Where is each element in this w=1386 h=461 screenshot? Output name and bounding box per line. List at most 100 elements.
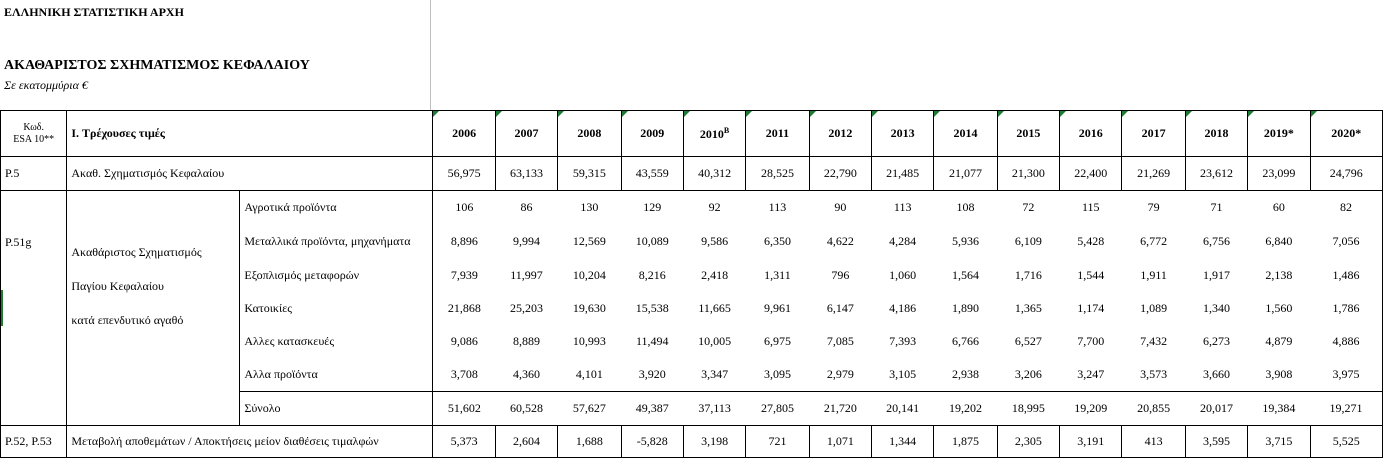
value-cell: 7,393 xyxy=(889,334,917,348)
value-cell: 21,269 xyxy=(1121,156,1186,191)
value-cell: 5,936 xyxy=(952,234,980,248)
value-cell: 6,840 xyxy=(1265,234,1293,248)
value-cell: 4,886 xyxy=(1310,324,1384,359)
value-cell: 5,525 xyxy=(1310,425,1384,458)
value-cell: 19,630 xyxy=(572,300,606,315)
table-row-p52: P.52, P.53 Μεταβολή αποθεμάτων / Αποκτήσ… xyxy=(0,425,1384,458)
value-cell: 1,544 xyxy=(1077,267,1105,282)
row-code: P.51g xyxy=(0,190,68,426)
value-cell: 796 xyxy=(831,267,850,282)
value-cell: 1,174 xyxy=(1077,300,1105,315)
value-cell: 56,975 xyxy=(432,156,496,191)
value-cell: 22,790 xyxy=(809,156,873,191)
report-header: ΕΛΛΗΝΙΚΗ ΣΤΑΤΙΣΤΙΚΗ ΑΡΧΗ ΑΚΑΘΑΡΙΣΤΟΣ ΣΧΗ… xyxy=(0,0,431,110)
row-label: Μεταβολή αποθεμάτων / Αποκτήσεις μείον δ… xyxy=(66,425,434,458)
value-cell: 3,708 xyxy=(432,358,496,392)
value-cell: 6,975 xyxy=(763,334,791,348)
value-cell: 21,077 xyxy=(933,156,998,191)
value-cell: 49,387 xyxy=(621,391,684,426)
value-cell: 6,756 xyxy=(1202,234,1230,248)
value-cell: 3,715 xyxy=(1247,425,1311,458)
value-cell: 21,300 xyxy=(997,156,1061,191)
value-cell: 1,560 xyxy=(1265,300,1293,315)
value-cell: 25,203 xyxy=(510,300,544,315)
value-cell: 113 xyxy=(768,200,787,215)
value-cell: 82 xyxy=(1310,190,1384,225)
value-cell: 4,186 xyxy=(889,300,917,315)
value-cell: 1,890 xyxy=(952,300,980,315)
value-cell: 4,360 xyxy=(513,367,541,382)
table-row: Μεταλλικά προϊόντα, μηχανήματα 8,896 9,9… xyxy=(1,224,1384,259)
row-code: P.52, P.53 xyxy=(0,425,68,458)
year-header: 2016 xyxy=(1059,110,1123,157)
year-header: 2015 xyxy=(997,110,1061,157)
value-cell: 3,105 xyxy=(889,367,917,382)
value-cell: 7,700 xyxy=(1077,334,1105,348)
value-cell: 51,602 xyxy=(432,391,496,426)
value-cell: 9,086 xyxy=(432,324,496,359)
value-cell: 3,247 xyxy=(1077,367,1105,382)
row-code: P.5 xyxy=(0,156,68,191)
value-cell: 21,720 xyxy=(809,391,872,426)
value-cell: 10,089 xyxy=(635,234,669,248)
row-label: Κατοικίες xyxy=(244,300,292,315)
table-row: P.51g Ακαθάριστος Σχηματισμός Παγίου Κεφ… xyxy=(0,190,1384,426)
row-label: Αλλες κατασκευές xyxy=(244,334,335,348)
value-cell: 57,627 xyxy=(557,391,622,426)
value-cell: 7,939 xyxy=(432,258,496,292)
table-row: Αλλες κατασκευές 9,086 8,889 10,993 11,4… xyxy=(1,324,1384,359)
value-cell: 19,209 xyxy=(1059,391,1122,426)
header-row: Κωδ. ESA 10** I. Τρέχουσες τιμές 2006 200… xyxy=(0,110,1384,157)
row-label: Αλλα προϊόντα xyxy=(244,367,318,382)
group-label: Ακαθάριστος Σχηματισμός Παγίου Κεφαλαίου… xyxy=(66,190,241,426)
value-cell: 63,133 xyxy=(495,156,559,191)
value-cell: 6,350 xyxy=(763,234,791,248)
value-cell: 90 xyxy=(834,200,847,215)
value-cell: 4,284 xyxy=(889,234,917,248)
value-cell: 21,868 xyxy=(432,291,496,325)
value-cell: 2,138 xyxy=(1265,267,1293,282)
value-cell: 3,908 xyxy=(1265,367,1293,382)
table-row: Κατοικίες 21,868 25,203 19,630 15,538 11… xyxy=(1,291,1384,325)
value-cell: 721 xyxy=(745,425,810,458)
value-cell: 1,071 xyxy=(809,425,873,458)
value-cell: 11,997 xyxy=(510,267,543,282)
row-label: Αγροτικά προϊόντα xyxy=(244,200,337,215)
value-cell: 19,384 xyxy=(1247,391,1311,426)
value-cell: 2,979 xyxy=(826,367,854,382)
value-cell: 1,688 xyxy=(557,425,622,458)
value-cell: 6,766 xyxy=(952,334,980,348)
value-cell: 71 xyxy=(1210,200,1223,215)
value-cell: 8,889 xyxy=(513,334,541,348)
value-cell: 19,202 xyxy=(933,391,998,426)
value-cell: 1,344 xyxy=(871,425,935,458)
value-cell: 3,198 xyxy=(683,425,747,458)
value-cell: 7,085 xyxy=(826,334,854,348)
value-cell: 60 xyxy=(1272,200,1285,215)
value-cell: 79 xyxy=(1147,200,1160,215)
value-cell: 4,101 xyxy=(575,367,603,382)
value-cell: 106 xyxy=(432,190,496,225)
value-cell: 1,486 xyxy=(1310,258,1384,292)
value-cell: 8,216 xyxy=(638,267,666,282)
value-cell: 2,305 xyxy=(997,425,1061,458)
value-cell: 37,113 xyxy=(683,391,746,426)
value-cell: 1,060 xyxy=(889,267,917,282)
value-cell: 7,056 xyxy=(1310,224,1384,259)
value-cell: 28,525 xyxy=(745,156,810,191)
year-header: 2006 xyxy=(432,110,496,157)
section-header: I. Τρέχουσες τιμές xyxy=(66,110,434,157)
value-cell: 6,273 xyxy=(1202,334,1230,348)
value-cell: 2,938 xyxy=(952,367,980,382)
value-cell: 108 xyxy=(956,200,975,215)
table-row: Εξοπλισμός μεταφορών 7,939 11,997 10,204… xyxy=(1,258,1384,292)
value-cell: 15,538 xyxy=(635,300,669,315)
value-cell: 9,961 xyxy=(763,300,791,315)
report-units: Σε εκατομμύρια € xyxy=(4,78,88,92)
capital-formation-table: Κωδ. ESA 10** I. Τρέχουσες τιμές 2006 200… xyxy=(0,110,1384,458)
value-cell: 40,312 xyxy=(683,156,747,191)
value-cell: 129 xyxy=(643,200,662,215)
value-cell: 1,365 xyxy=(1014,300,1042,315)
value-cell: 3,660 xyxy=(1202,367,1230,382)
value-cell: 1,716 xyxy=(1014,267,1042,282)
